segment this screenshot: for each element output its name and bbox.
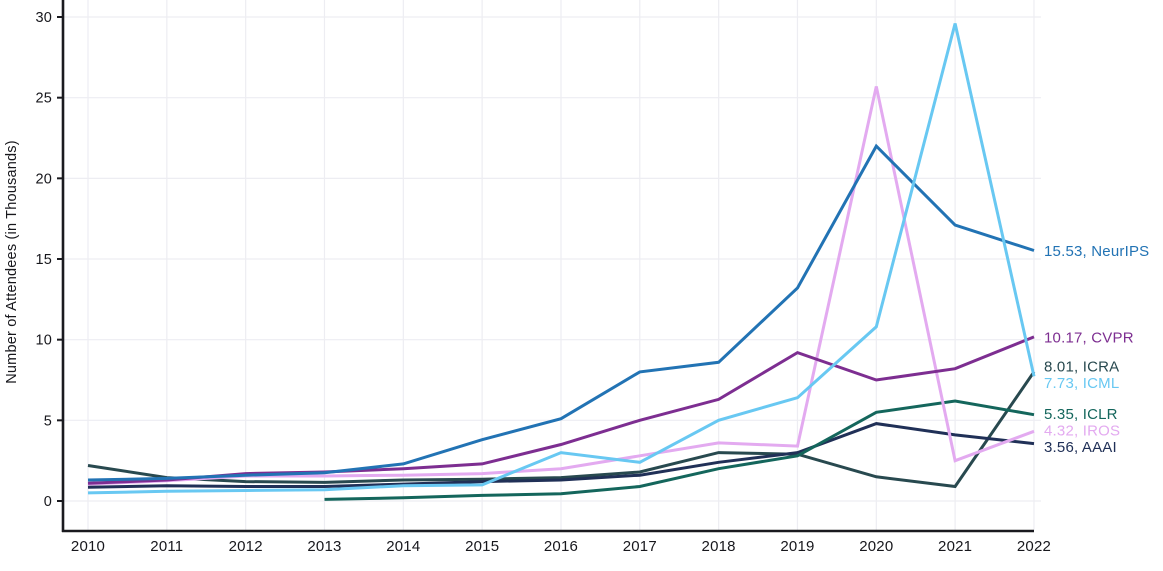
y-tick-label: 5: [44, 413, 52, 429]
series-end-label-cvpr: 10.17, CVPR: [1044, 329, 1134, 346]
series-line-aaai: [87, 422, 1035, 489]
x-tick-label: 2021: [938, 538, 972, 555]
y-tick-label: 0: [44, 494, 52, 510]
series-end-label-icml: 7.73, ICML: [1044, 375, 1119, 392]
y-tick-label: 30: [35, 10, 52, 26]
series-end-label-iclr: 5.35, ICLR: [1044, 406, 1118, 423]
x-tick-label: 2020: [859, 538, 893, 555]
x-tick-label: 2014: [386, 538, 420, 555]
x-tick-label: 2015: [465, 538, 499, 555]
y-tick-label: 10: [35, 333, 52, 349]
y-tick-label: 25: [35, 91, 52, 107]
x-tick-label: 2013: [307, 538, 341, 555]
series-line-iclr: [324, 399, 1035, 501]
series-end-label-neurips: 15.53, NeurIPS: [1044, 243, 1149, 260]
series-end-label-icra: 8.01, ICRA: [1044, 358, 1119, 375]
series-line-icra: [87, 370, 1036, 489]
y-axis-title: Number of Attendees (in Thousands): [4, 140, 20, 384]
gridlines: [64, 0, 1041, 530]
x-tick-label: 2011: [150, 538, 183, 555]
x-tick-label: 2016: [544, 538, 578, 555]
series-end-label-iros: 4.32, IROS: [1044, 422, 1120, 439]
x-tick-label: 2012: [229, 538, 263, 555]
series-line-neurips: [87, 143, 1035, 482]
axis-labels: 0 5 10 15 20 25 30 2010 2011 2012 2013 2014 2015 2016…: [35, 10, 1149, 555]
series-line-icml: [87, 23, 1036, 495]
x-tick-label: 2010: [71, 538, 105, 555]
x-tick-label: 2017: [623, 538, 657, 555]
series-lines: [87, 23, 1036, 501]
series-end-label-aaai: 3.56, AAAI: [1044, 439, 1117, 456]
series-line-cvpr: [87, 335, 1035, 485]
x-tick-label: 2019: [780, 538, 814, 555]
y-tick-label: 15: [35, 252, 52, 268]
x-tick-label: 2018: [702, 538, 736, 555]
x-tick-label: 2022: [1017, 538, 1051, 555]
axes: [57, 0, 1034, 533]
y-tick-label: 20: [35, 171, 52, 187]
